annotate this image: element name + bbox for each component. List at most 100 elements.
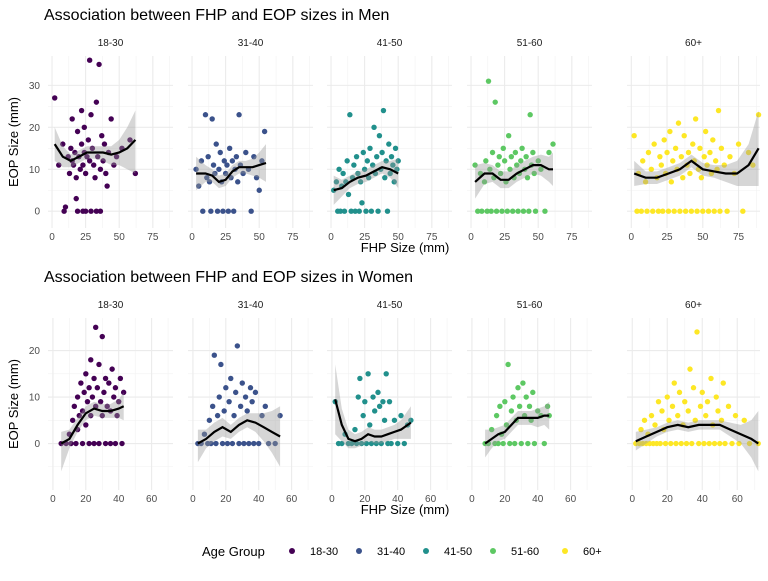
- legend-label: 51-60: [511, 546, 539, 558]
- data-point: [96, 440, 102, 447]
- data-point: [375, 208, 381, 214]
- data-point: [91, 375, 97, 382]
- data-point: [715, 107, 722, 114]
- x-tick-label: 25: [220, 232, 232, 243]
- data-point: [247, 385, 254, 391]
- data-point: [685, 149, 692, 156]
- data-point: [251, 153, 257, 160]
- legend-key: [490, 548, 496, 554]
- data-point: [669, 403, 676, 410]
- data-point: [219, 440, 226, 447]
- confidence-band: [634, 110, 759, 186]
- data-point: [104, 183, 110, 189]
- data-point: [97, 208, 104, 214]
- data-point: [109, 366, 115, 372]
- data-point: [500, 440, 506, 447]
- data-point: [202, 112, 209, 118]
- data-point: [240, 170, 246, 177]
- y-axis-label: EOP Size (mm): [6, 97, 21, 187]
- y-tick-label: 10: [29, 393, 41, 404]
- data-point: [386, 141, 392, 147]
- data-point: [99, 412, 105, 419]
- smooth-line: [334, 399, 412, 443]
- facet-strip-label: 60+: [685, 38, 702, 49]
- data-point: [364, 158, 371, 164]
- data-point: [525, 440, 531, 447]
- data-point: [505, 133, 512, 139]
- data-point: [371, 124, 377, 131]
- facet-strip-label: 51-60: [517, 300, 543, 311]
- facet-strip-label: 51-60: [517, 38, 543, 49]
- x-tick-label: 60: [425, 494, 437, 505]
- legend-key: [423, 548, 429, 554]
- data-point: [507, 166, 513, 172]
- data-point: [395, 158, 401, 164]
- data-point: [732, 412, 739, 419]
- x-tick-label: 0: [468, 232, 474, 243]
- data-point: [701, 153, 707, 160]
- data-point: [81, 389, 87, 396]
- data-point: [78, 380, 84, 386]
- data-point: [336, 166, 342, 172]
- data-point: [655, 398, 662, 405]
- data-point: [363, 440, 370, 447]
- data-point: [236, 440, 242, 447]
- data-point: [659, 408, 665, 414]
- confidence-band: [333, 158, 399, 205]
- data-point: [246, 440, 252, 447]
- data-point: [503, 422, 510, 428]
- x-tick-label: 0: [50, 494, 56, 505]
- data-point: [700, 208, 706, 214]
- smooth-line: [484, 414, 550, 445]
- data-point: [689, 440, 695, 447]
- data-point: [249, 398, 255, 405]
- x-tick-label: 60: [565, 494, 577, 505]
- data-point: [694, 208, 700, 214]
- data-point: [84, 153, 90, 160]
- data-point: [532, 208, 539, 214]
- data-point: [509, 208, 516, 214]
- data-point: [73, 174, 79, 181]
- data-point: [71, 403, 78, 410]
- x-tick-label: 60: [732, 494, 744, 505]
- data-point: [658, 162, 665, 168]
- data-point: [214, 412, 221, 419]
- data-point: [112, 440, 119, 447]
- data-point: [352, 426, 358, 433]
- data-point: [66, 170, 73, 177]
- data-point: [392, 145, 399, 151]
- x-axis-label: FHP Size (mm): [361, 240, 450, 255]
- x-tick-label: 75: [147, 232, 159, 243]
- data-point: [380, 398, 386, 405]
- data-point: [701, 440, 707, 447]
- data-point: [379, 149, 385, 156]
- data-point: [345, 191, 352, 198]
- data-point: [717, 440, 723, 447]
- data-point: [501, 158, 508, 164]
- data-point: [78, 107, 85, 114]
- data-point: [741, 417, 747, 423]
- smooth-line: [196, 161, 267, 184]
- x-tick-label: 20: [80, 494, 92, 505]
- data-point: [242, 394, 249, 400]
- confidence-band: [335, 364, 411, 449]
- data-point: [692, 417, 698, 423]
- data-point: [661, 137, 667, 143]
- data-point: [526, 208, 532, 214]
- data-point: [359, 200, 365, 206]
- data-point: [339, 440, 345, 447]
- data-point: [355, 170, 361, 177]
- data-point: [127, 137, 133, 143]
- smooth-line: [53, 139, 137, 163]
- data-point: [666, 417, 672, 423]
- facet-strip-label: 41-50: [377, 300, 403, 311]
- data-point: [511, 440, 518, 447]
- x-tick-label: 60: [286, 494, 298, 505]
- data-point: [218, 361, 224, 368]
- data-point: [226, 145, 233, 151]
- data-point: [353, 153, 360, 160]
- x-tick-label: 20: [359, 494, 371, 505]
- data-point: [722, 440, 728, 447]
